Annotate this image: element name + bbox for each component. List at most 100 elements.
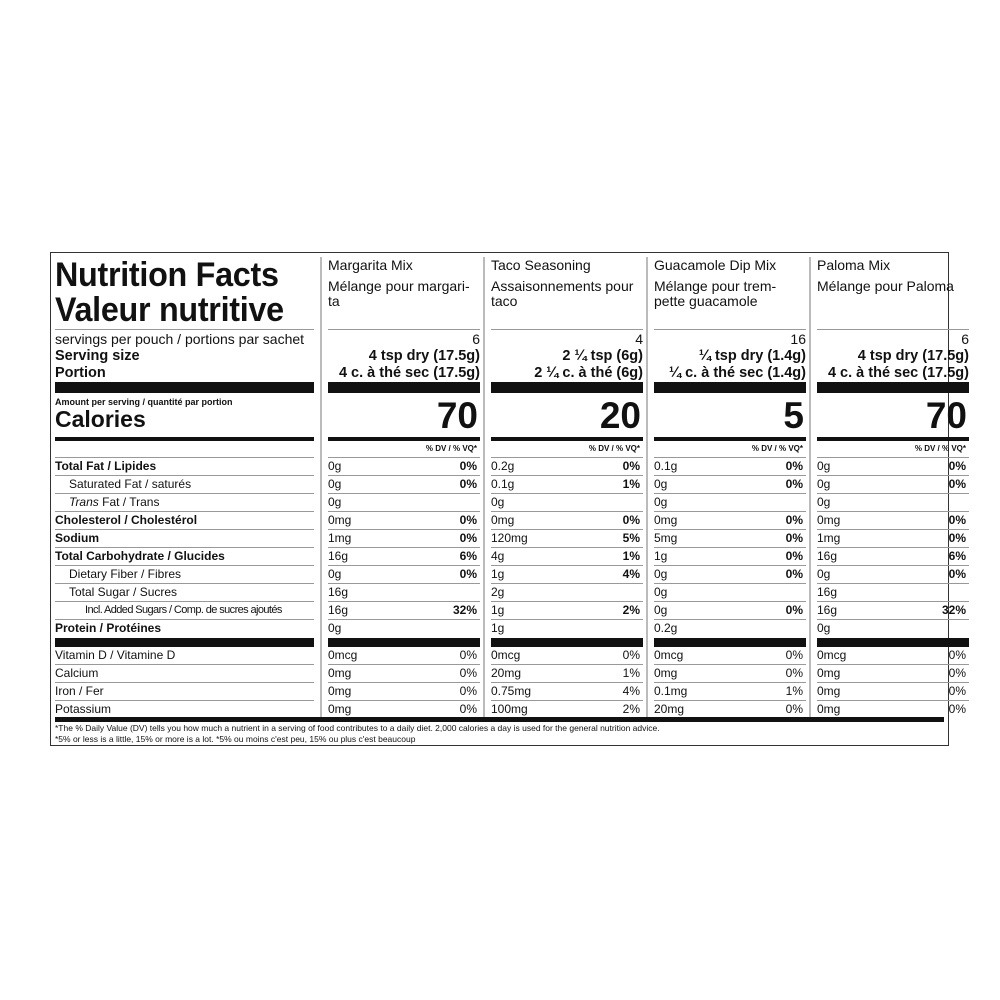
nutrient-dv: 32% [941, 603, 966, 617]
nutrient-amount: 0.1g [491, 477, 515, 491]
nutrient-row: 4g 1% [491, 548, 643, 566]
nutrient-dv: 32% [452, 603, 477, 617]
calories-value: 70 [925, 395, 967, 436]
calories-block: 5 [654, 393, 806, 437]
nutrient-dv: 1% [622, 477, 640, 491]
nutrient-amount: 16g [817, 603, 838, 617]
serving-size: 4 tsp dry (17.5g) [817, 347, 969, 364]
nutrient-dv: 0% [459, 531, 477, 545]
nutrient-label-row: Dietary Fiber / Fibres [55, 566, 314, 584]
nutrient-label: Trans Fat / Trans [69, 494, 159, 511]
vitamin-row: 20mg 0% [654, 701, 806, 719]
nutrient-dv: 0% [622, 459, 640, 473]
calories-block: 70 [817, 393, 969, 437]
nutrient-dv [640, 584, 643, 601]
vitamin-label-row: Vitamin D / Vitamine D [55, 647, 314, 665]
vitamin-amount: 0mcg [328, 648, 358, 662]
nutrient-dv: 4% [622, 567, 640, 581]
nutrient-amount: 0g [817, 495, 831, 509]
nutrient-row: 0g 0% [328, 566, 480, 584]
nutrient-amount: 0g [491, 495, 505, 509]
vitamin-row: 0mcg 0% [817, 647, 969, 665]
vitamin-dv: 1% [785, 684, 803, 698]
thick-divider [491, 382, 643, 393]
product-name-en: Taco Seasoning [491, 257, 591, 273]
product-name-en: Paloma Mix [817, 257, 891, 273]
column-separator [809, 257, 811, 719]
nutrient-row: 5mg 0% [654, 530, 806, 548]
vitamin-amount: 0.75mg [491, 684, 532, 698]
nutrient-label-text: Protein / Protéines [55, 621, 162, 635]
calories-block: 20 [491, 393, 643, 437]
nutrient-amount: 16g [328, 603, 349, 617]
divider [328, 437, 480, 441]
nutrient-label: Incl. Added Sugars / Comp. de sucres ajo… [85, 602, 282, 619]
divider [817, 437, 969, 441]
vitamin-row: 0mg 0% [654, 665, 806, 683]
footnote-scale: *5% or less is a little, 15% or more is … [55, 734, 416, 744]
nutrient-amount: 1mg [328, 531, 352, 545]
nutrient-row: 0g [654, 494, 806, 512]
vitamin-dv: 1% [622, 666, 640, 680]
nutrient-label-row: Protein / Protéines [55, 620, 314, 638]
serving-size-value: ¼ tsp dry (1.4g) [698, 348, 806, 364]
nutrient-row: 0g 0% [817, 566, 969, 584]
vitamin-dv: 0% [459, 648, 477, 662]
nutrient-row: 0g [817, 494, 969, 512]
nutrient-row: 1g 4% [491, 566, 643, 584]
portion-value: 2 ¼ c. à thé (6g) [534, 365, 643, 381]
nutrient-amount: 0g [817, 567, 831, 581]
column-separator [646, 257, 648, 719]
nutrient-row: 0g 0% [654, 566, 806, 584]
nutrient-dv: 6% [948, 549, 966, 563]
nutrient-dv: 5% [622, 531, 640, 545]
portion-text: Portion [55, 365, 106, 381]
nutrient-amount: 0.2g [491, 459, 515, 473]
calories-block: 70 [328, 393, 480, 437]
nutrient-row: 0g 0% [817, 476, 969, 494]
vitamin-amount: 0mcg [491, 648, 521, 662]
nutrient-dv [477, 584, 480, 601]
vitamin-label: Vitamin D / Vitamine D [55, 648, 176, 662]
vitamin-amount: 20mg [491, 666, 522, 680]
nutrient-row: 0g [328, 620, 480, 638]
nutrient-label-text: Incl. Added Sugars / Comp. de sucres ajo… [85, 604, 282, 616]
nutrient-row: 0g [328, 494, 480, 512]
product-name-fr: Assaisonnements pour taco [491, 278, 634, 309]
product-header: Taco Seasoning Assaisonnements pour taco [491, 257, 643, 330]
nutrient-row: 0.1g 1% [491, 476, 643, 494]
nutrient-label-row: Total Carbohydrate / Glucides [55, 548, 314, 566]
nutrient-row: 16g 6% [817, 548, 969, 566]
nutrient-dv: 0% [948, 513, 966, 527]
portion-value: 4 c. à thé sec (17.5g) [338, 365, 480, 381]
calories-value: 5 [783, 395, 804, 436]
vitamin-dv: 0% [948, 666, 966, 680]
serving-size-text: Serving size [55, 348, 140, 364]
dv-header: % DV / % VQ* [328, 441, 480, 458]
nutrient-dv: 0% [785, 567, 803, 581]
dv-blank [55, 441, 314, 458]
vitamin-dv: 0% [459, 684, 477, 698]
nutrient-row: 1g 0% [654, 548, 806, 566]
vitamin-dv: 0% [785, 702, 803, 716]
nutrient-amount: 16g [817, 585, 838, 599]
nutrient-dv: 0% [785, 477, 803, 491]
vitamin-amount: 0mcg [817, 648, 847, 662]
vitamin-dv: 0% [459, 702, 477, 716]
calories-value: 20 [599, 395, 641, 436]
nutrient-row: 1mg 0% [328, 530, 480, 548]
vitamin-dv: 0% [785, 666, 803, 680]
product-name-fr: Mélange pour Paloma [817, 278, 954, 294]
thick-divider [55, 638, 314, 647]
nutrient-label: Saturated Fat / saturés [69, 476, 191, 493]
nutrient-row: 1mg 0% [817, 530, 969, 548]
product-name-fr: Mélange pour trem-pette guacamole [654, 278, 777, 309]
vitamin-amount: 0mg [328, 684, 352, 698]
product-name-en: Margarita Mix [328, 257, 413, 273]
nutrient-dv: 0% [459, 459, 477, 473]
nutrient-dv: 0% [459, 567, 477, 581]
vitamin-label: Iron / Fer [55, 684, 104, 698]
product-column: Guacamole Dip Mix Mélange pour trem-pette… [654, 257, 806, 719]
nutrient-dv: 0% [948, 477, 966, 491]
